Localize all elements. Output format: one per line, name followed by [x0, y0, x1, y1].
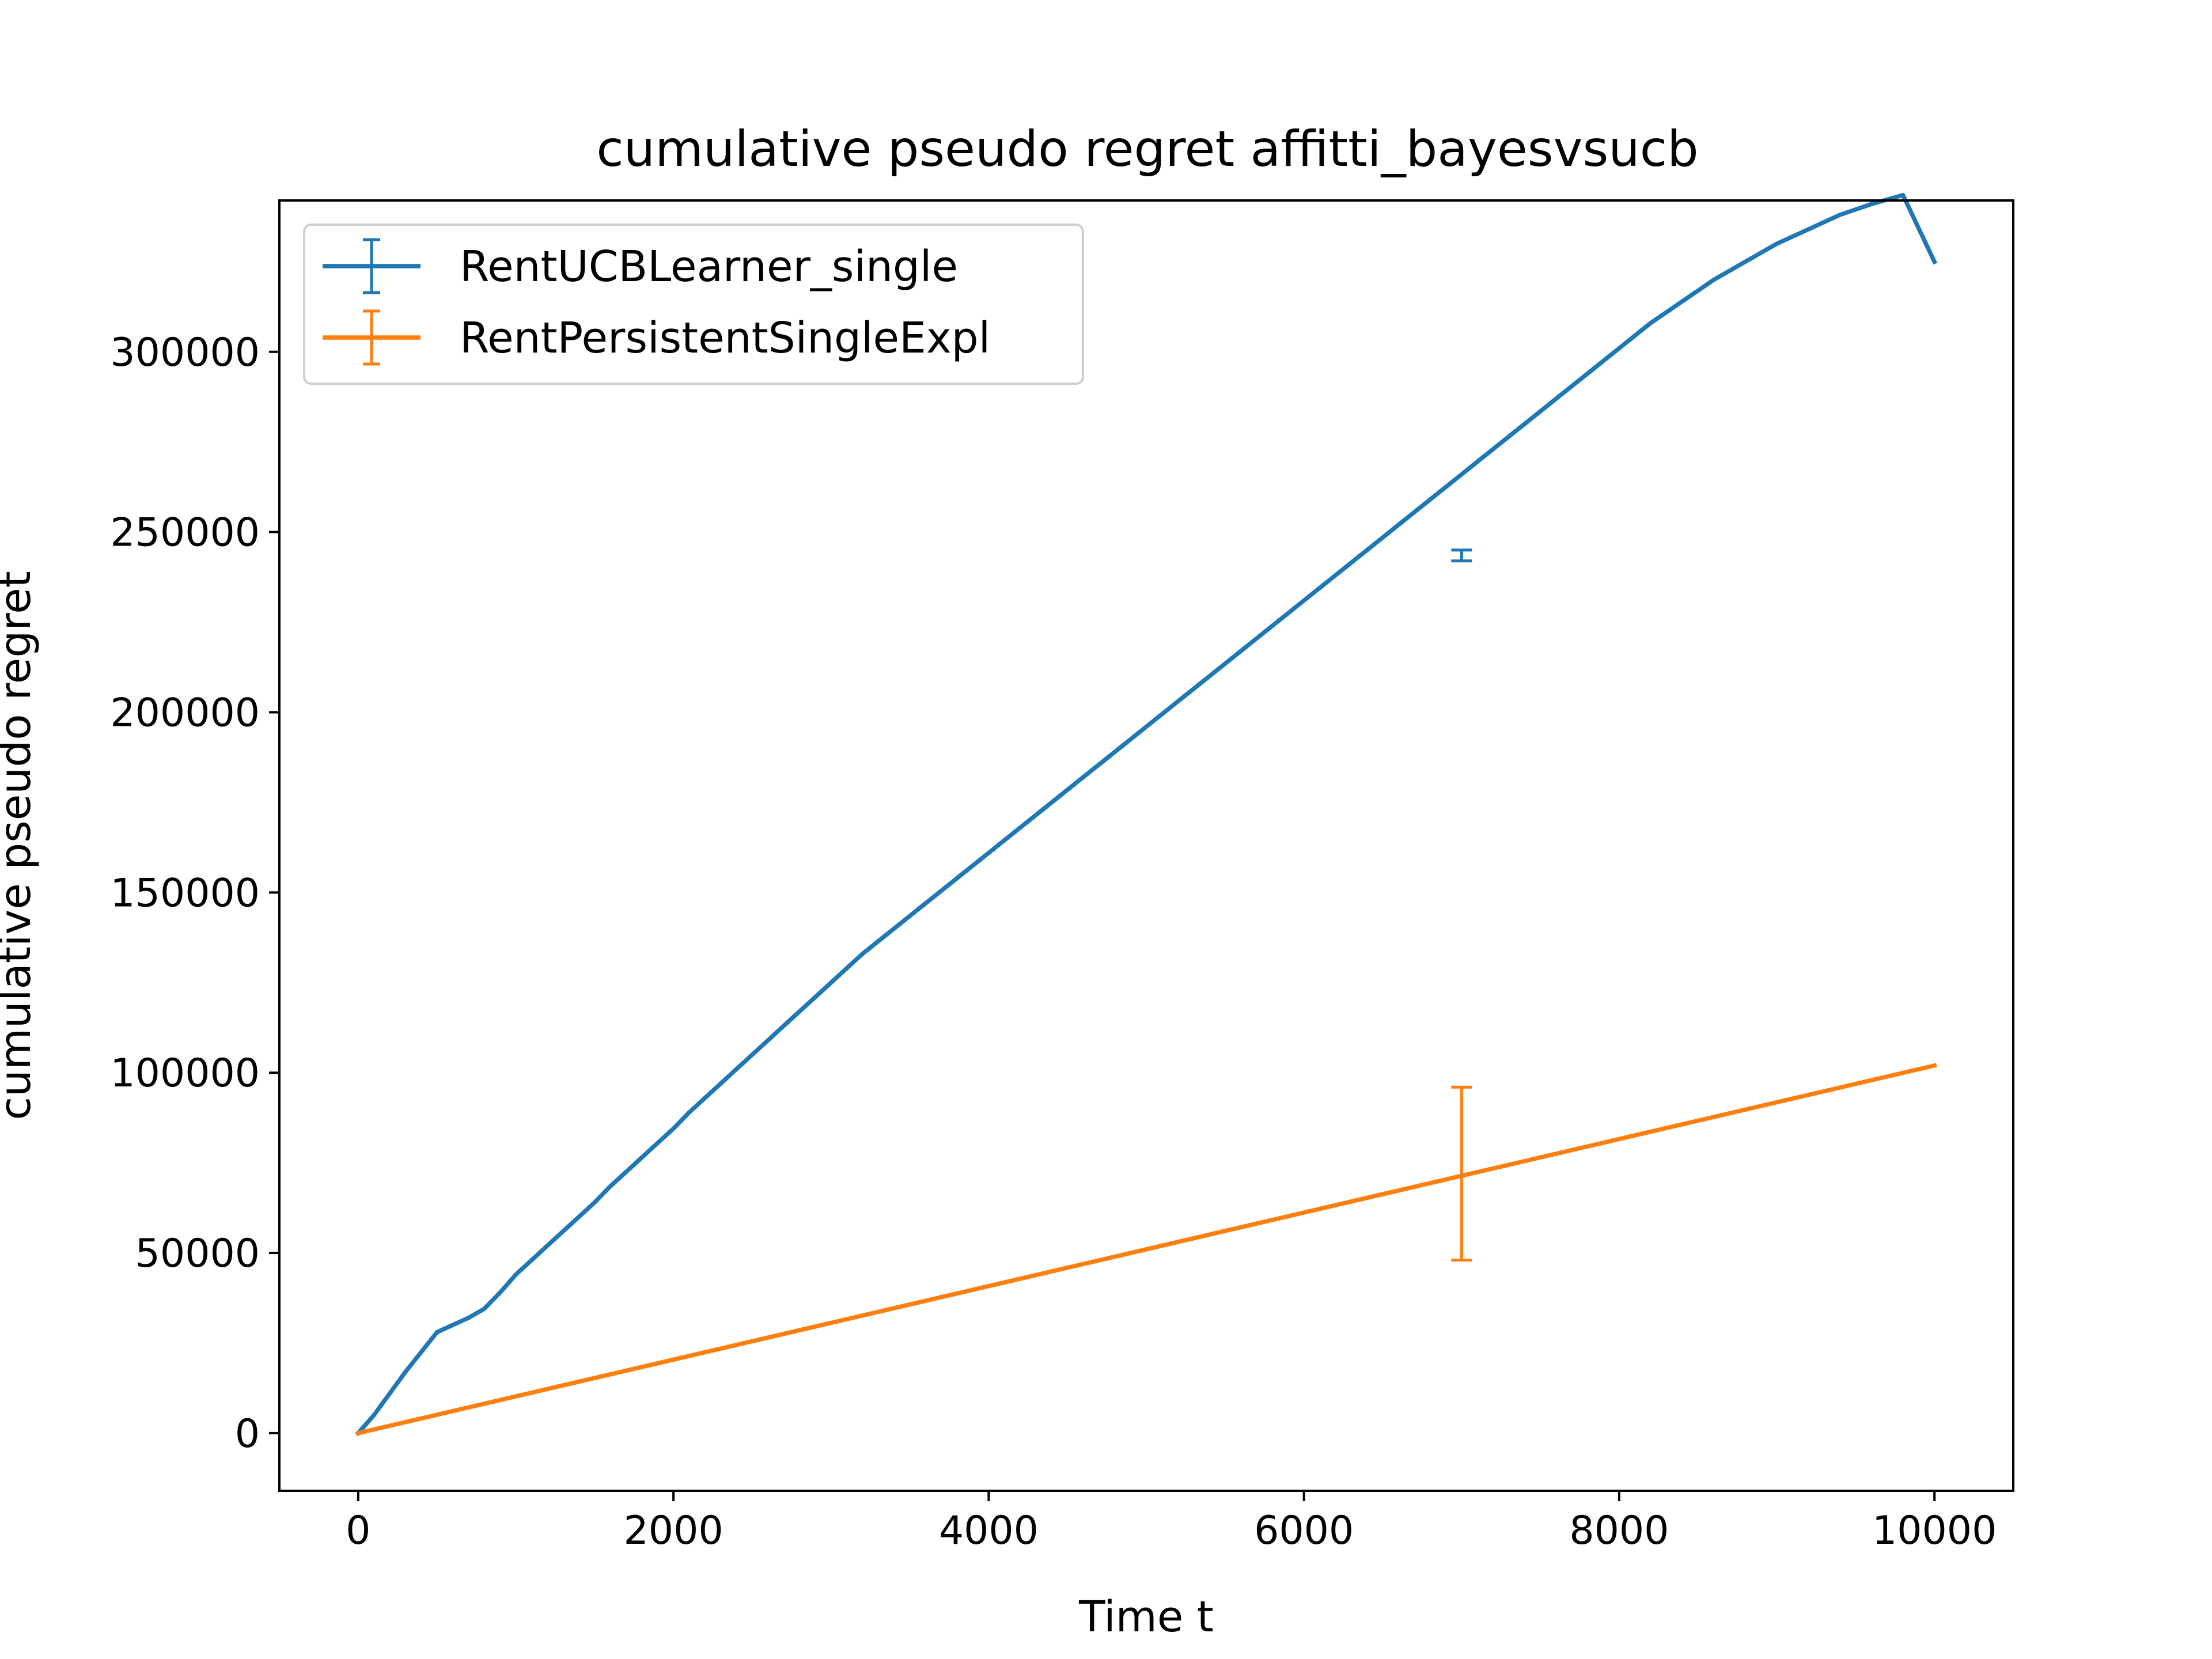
plot-area: [279, 200, 2013, 1491]
series-layer: [355, 192, 1938, 1437]
y-tick-label: 50000: [135, 1231, 260, 1277]
legend-label: RentPersistentSingleExpl: [460, 313, 990, 363]
x-tick-label: 4000: [939, 1508, 1039, 1554]
legend-frame: [303, 224, 1084, 385]
legend: RentUCBLearner_single RentPersistentSingl…: [303, 224, 1084, 385]
legend-entry: RentUCBLearner_single: [323, 238, 958, 294]
y-tick-label: 300000: [110, 330, 260, 376]
x-tick-label: 6000: [1254, 1508, 1354, 1554]
legend-label: RentUCBLearner_single: [460, 242, 958, 291]
series-line-RentPersistentSingleExpl: [355, 1063, 1937, 1436]
x-tick-label: 8000: [1569, 1508, 1669, 1554]
y-tick-label: 200000: [110, 690, 260, 736]
y-tick-label: 250000: [110, 510, 260, 556]
x-tick-label: 2000: [624, 1508, 724, 1554]
y-tick-label: 150000: [110, 870, 260, 916]
x-axis-label: Time t: [1078, 1592, 1214, 1642]
y-tick-label: 0: [235, 1411, 260, 1457]
series-line-RentUCBLearner_single: [355, 192, 1938, 1437]
x-tick-label: 10000: [1872, 1508, 1997, 1554]
y-axis-ticks: 0 50000 100000 150000 200000 250000 300000: [110, 330, 279, 1457]
chart-title: cumulative pseudo regret affitti_bayesvs…: [596, 120, 1698, 178]
y-axis-label: cumulative pseudo regret: [0, 571, 40, 1120]
plot-frame: [278, 199, 2014, 1492]
legend-entry: RentPersistentSingleExpl: [323, 309, 990, 366]
x-axis-ticks: 0 2000 4000 6000 8000 10000: [346, 1491, 1997, 1554]
y-tick-label: 100000: [110, 1051, 260, 1096]
x-tick-label: 0: [346, 1508, 370, 1554]
